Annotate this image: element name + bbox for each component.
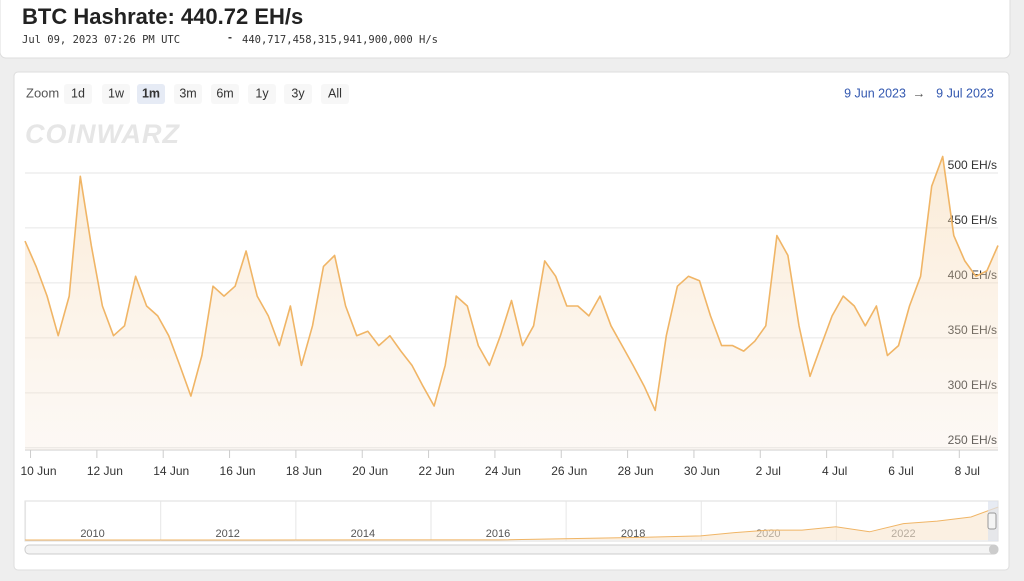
x-tick-label: 10 Jun <box>21 464 57 478</box>
y-tick-label: 450 EH/s <box>948 213 997 227</box>
zoom-button[interactable] <box>137 84 165 104</box>
zoom-button-label[interactable]: 1d <box>71 86 85 100</box>
watermark: COINWARZ <box>25 119 180 149</box>
zoom-button-label[interactable]: 1m <box>142 86 160 100</box>
navigator-area <box>25 507 998 540</box>
navigator-tick-label: 2012 <box>215 528 239 540</box>
x-tick-label: 24 Jun <box>485 464 521 478</box>
timestamp: Jul 09, 2023 07:26 PM UTC <box>22 34 180 46</box>
x-tick-label: 26 Jun <box>551 464 587 478</box>
scrollbar-thumb[interactable] <box>989 545 998 554</box>
scrollbar[interactable] <box>24 544 999 555</box>
line <box>24 155 999 412</box>
range-arrow: → <box>913 85 926 100</box>
x-tick-label: 22 Jun <box>419 464 455 478</box>
zoom-button[interactable] <box>102 84 130 104</box>
x-tick-label: 12 Jun <box>87 464 123 478</box>
hashes: 440,717,458,315,941,900,000 H/s <box>242 34 438 46</box>
navigator-tick-label: 2014 <box>351 528 375 540</box>
x-tick-label: 18 Jun <box>286 464 322 478</box>
title: BTC Hashrate: 440.72 EH/s <box>22 4 303 29</box>
x-tick-label: 28 Jun <box>618 464 654 478</box>
navigator-line <box>24 506 999 541</box>
zoom-button[interactable] <box>64 84 92 104</box>
x-tick-label: 6 Jul <box>888 464 913 478</box>
zoom-button-label[interactable]: All <box>328 86 342 100</box>
navigator-tick-label: 2016 <box>486 528 510 540</box>
zoom-button-label[interactable]: 3y <box>291 86 305 100</box>
zoom-button[interactable] <box>321 84 349 104</box>
zoom-button-label[interactable]: 1y <box>255 86 269 100</box>
x-tick-label: 2 Jul <box>756 464 781 478</box>
navigator-handle[interactable] <box>987 512 997 530</box>
zoom-button-label[interactable]: 3m <box>179 86 196 100</box>
navigator-tick-label: 2010 <box>80 528 104 540</box>
zoom-button[interactable] <box>211 84 239 104</box>
zoom-label: Zoom <box>26 85 59 100</box>
zoom-button[interactable] <box>174 84 202 104</box>
x-tick-label: 8 Jul <box>955 464 980 478</box>
x-tick-label: 4 Jul <box>822 464 847 478</box>
header-card <box>0 0 1011 59</box>
zoom-button[interactable] <box>284 84 312 104</box>
zoom-button[interactable] <box>248 84 276 104</box>
zoom-button-label[interactable]: 6m <box>216 86 233 100</box>
zoom-button-label[interactable]: 1w <box>108 86 125 100</box>
separator: - <box>228 30 232 44</box>
x-tick-label: 16 Jun <box>220 464 256 478</box>
range-to[interactable]: 9 Jul 2023 <box>936 86 994 100</box>
x-tick-label: 14 Jun <box>153 464 189 478</box>
y-tick-label: 500 EH/s <box>948 158 997 172</box>
range-from[interactable]: 9 Jun 2023 <box>844 86 906 100</box>
x-tick-label: 30 Jun <box>684 464 720 478</box>
x-tick-label: 20 Jun <box>352 464 388 478</box>
